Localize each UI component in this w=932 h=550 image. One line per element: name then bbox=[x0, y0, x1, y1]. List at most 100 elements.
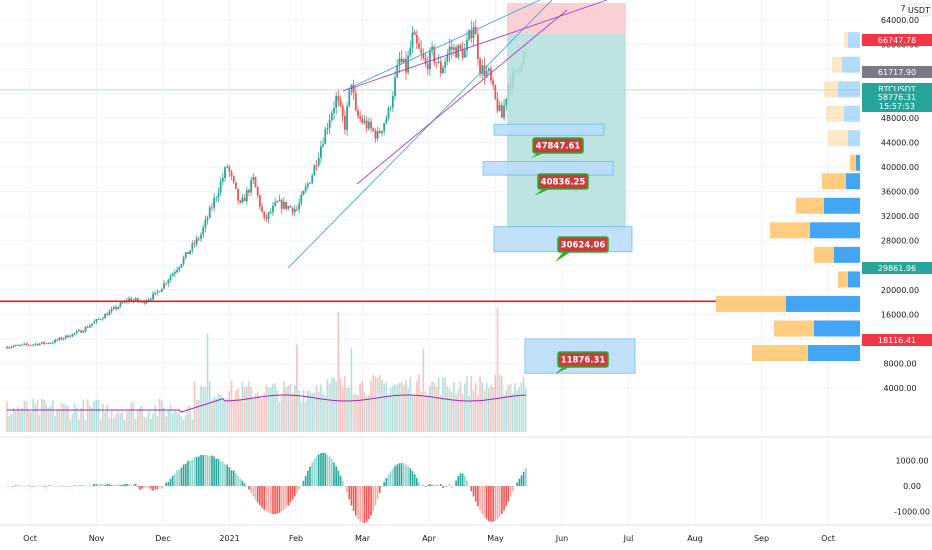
volume-bar bbox=[193, 381, 196, 432]
volume-profile-down bbox=[826, 105, 844, 122]
candle-body bbox=[468, 29, 471, 40]
candle-body bbox=[71, 333, 74, 337]
macd-bar bbox=[359, 486, 361, 522]
candle-body bbox=[396, 65, 399, 78]
macd-bar bbox=[304, 475, 307, 486]
candle-body bbox=[38, 343, 41, 346]
candle-body bbox=[490, 68, 492, 81]
volume-bar bbox=[405, 380, 407, 432]
macd-bar bbox=[392, 468, 394, 486]
volume-bar bbox=[300, 401, 303, 432]
volume-bar bbox=[498, 374, 501, 432]
volume-bar bbox=[230, 380, 233, 432]
volume-profile-up bbox=[848, 130, 860, 147]
volume-bar bbox=[359, 383, 361, 432]
macd-bar bbox=[160, 486, 163, 489]
candle-body bbox=[291, 207, 294, 213]
macd-bar bbox=[363, 486, 366, 523]
candle-body bbox=[171, 273, 174, 277]
candle-body bbox=[263, 211, 266, 218]
candle-body bbox=[119, 302, 122, 307]
candle-body bbox=[165, 283, 168, 285]
volume-bar bbox=[494, 374, 497, 432]
time-tick-label: May bbox=[487, 534, 504, 543]
volume-bar bbox=[437, 377, 440, 432]
volume-bar bbox=[241, 381, 244, 432]
volume-bar bbox=[95, 399, 98, 432]
candle-body bbox=[232, 175, 235, 183]
macd-bar bbox=[121, 484, 124, 486]
volume-bar bbox=[278, 401, 281, 432]
candle-body bbox=[328, 120, 331, 129]
candle-body bbox=[352, 84, 355, 94]
candle-body bbox=[208, 207, 211, 218]
macd-bar bbox=[483, 486, 486, 518]
candle-body bbox=[154, 292, 157, 294]
macd-bar bbox=[328, 456, 331, 486]
callout-box bbox=[532, 137, 584, 154]
volume-bars bbox=[6, 307, 527, 432]
candle-body bbox=[344, 115, 346, 130]
candle-body bbox=[47, 342, 50, 344]
callout-label: 11876.31 bbox=[561, 356, 606, 366]
volume-bar bbox=[243, 387, 246, 432]
volume-bar bbox=[448, 388, 451, 432]
macd-bar bbox=[309, 466, 311, 486]
candle-body bbox=[43, 342, 45, 344]
price-tag-label: BTCUSDT bbox=[878, 85, 916, 94]
candle-body bbox=[245, 190, 248, 202]
volume-bar bbox=[265, 384, 268, 432]
volume-bar bbox=[383, 383, 385, 432]
volume-bar bbox=[331, 378, 333, 432]
macd-bar bbox=[263, 486, 266, 510]
price-tag-label: 18116.41 bbox=[878, 336, 916, 345]
volume-bar bbox=[352, 394, 355, 432]
volume-bar bbox=[152, 413, 154, 432]
macd-bar bbox=[398, 463, 401, 486]
volume-bar bbox=[514, 383, 516, 432]
candle-body bbox=[306, 183, 309, 187]
volume-bar bbox=[252, 398, 255, 432]
candle-body bbox=[211, 207, 213, 209]
price-tick-label: 32000.00 bbox=[881, 212, 919, 221]
macd-bar bbox=[158, 486, 161, 488]
volume-bar bbox=[453, 381, 455, 432]
price-tick-label: 28000.00 bbox=[881, 237, 919, 246]
volume-profile-down bbox=[814, 246, 834, 263]
candle-body bbox=[337, 95, 340, 101]
volume-bar bbox=[78, 419, 80, 432]
callout-box bbox=[557, 351, 609, 368]
candle-body bbox=[147, 299, 150, 302]
macd-bar bbox=[455, 480, 457, 486]
candle-body bbox=[228, 166, 231, 172]
candle-body bbox=[256, 187, 259, 196]
volume-bar bbox=[17, 406, 19, 432]
volume-bar bbox=[208, 381, 211, 432]
volume-bar bbox=[130, 402, 133, 432]
candle-body bbox=[62, 338, 65, 340]
volume-bar bbox=[93, 401, 95, 432]
macd-bar bbox=[468, 486, 470, 487]
candle-body bbox=[280, 199, 283, 209]
candle-body bbox=[88, 325, 91, 328]
volume-bar bbox=[435, 386, 438, 432]
macd-bar bbox=[246, 486, 248, 487]
volume-bar bbox=[440, 395, 442, 432]
volume-bar bbox=[200, 386, 202, 432]
macd-bar bbox=[505, 486, 508, 507]
volume-bar bbox=[378, 375, 381, 432]
volume-bar bbox=[416, 381, 418, 432]
volume-bar bbox=[280, 394, 283, 432]
macd-bar bbox=[289, 486, 292, 503]
macd-bar bbox=[300, 486, 303, 487]
volume-profile-down bbox=[832, 56, 842, 73]
macd-bar bbox=[178, 469, 181, 486]
volume-bar bbox=[167, 410, 170, 432]
grid bbox=[0, 0, 860, 525]
macd-bar bbox=[444, 485, 446, 487]
volume-bar bbox=[357, 395, 359, 432]
macd-histogram bbox=[6, 452, 527, 523]
volume-bar bbox=[191, 419, 194, 432]
macd-bar bbox=[313, 459, 316, 486]
volume-bar bbox=[263, 393, 266, 432]
